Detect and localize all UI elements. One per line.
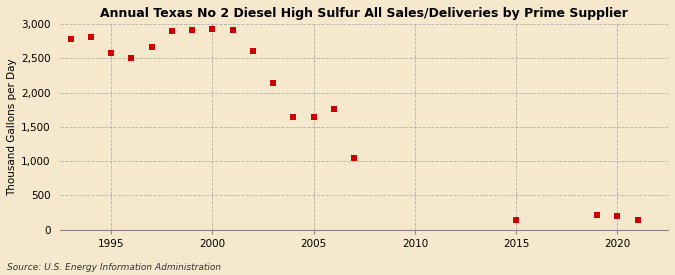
Point — [248, 48, 259, 53]
Point — [612, 214, 623, 218]
Point — [632, 218, 643, 222]
Point — [126, 56, 137, 60]
Point — [187, 28, 198, 32]
Point — [308, 114, 319, 119]
Point — [592, 213, 603, 217]
Point — [207, 27, 218, 31]
Point — [511, 218, 522, 222]
Point — [349, 156, 360, 160]
Point — [288, 115, 299, 119]
Point — [268, 81, 279, 85]
Point — [86, 35, 97, 39]
Point — [227, 28, 238, 32]
Y-axis label: Thousand Gallons per Day: Thousand Gallons per Day — [7, 58, 17, 196]
Point — [146, 45, 157, 50]
Point — [106, 51, 117, 55]
Point — [329, 107, 340, 111]
Point — [167, 29, 178, 34]
Title: Annual Texas No 2 Diesel High Sulfur All Sales/Deliveries by Prime Supplier: Annual Texas No 2 Diesel High Sulfur All… — [101, 7, 628, 20]
Point — [65, 37, 76, 41]
Text: Source: U.S. Energy Information Administration: Source: U.S. Energy Information Administ… — [7, 263, 221, 272]
